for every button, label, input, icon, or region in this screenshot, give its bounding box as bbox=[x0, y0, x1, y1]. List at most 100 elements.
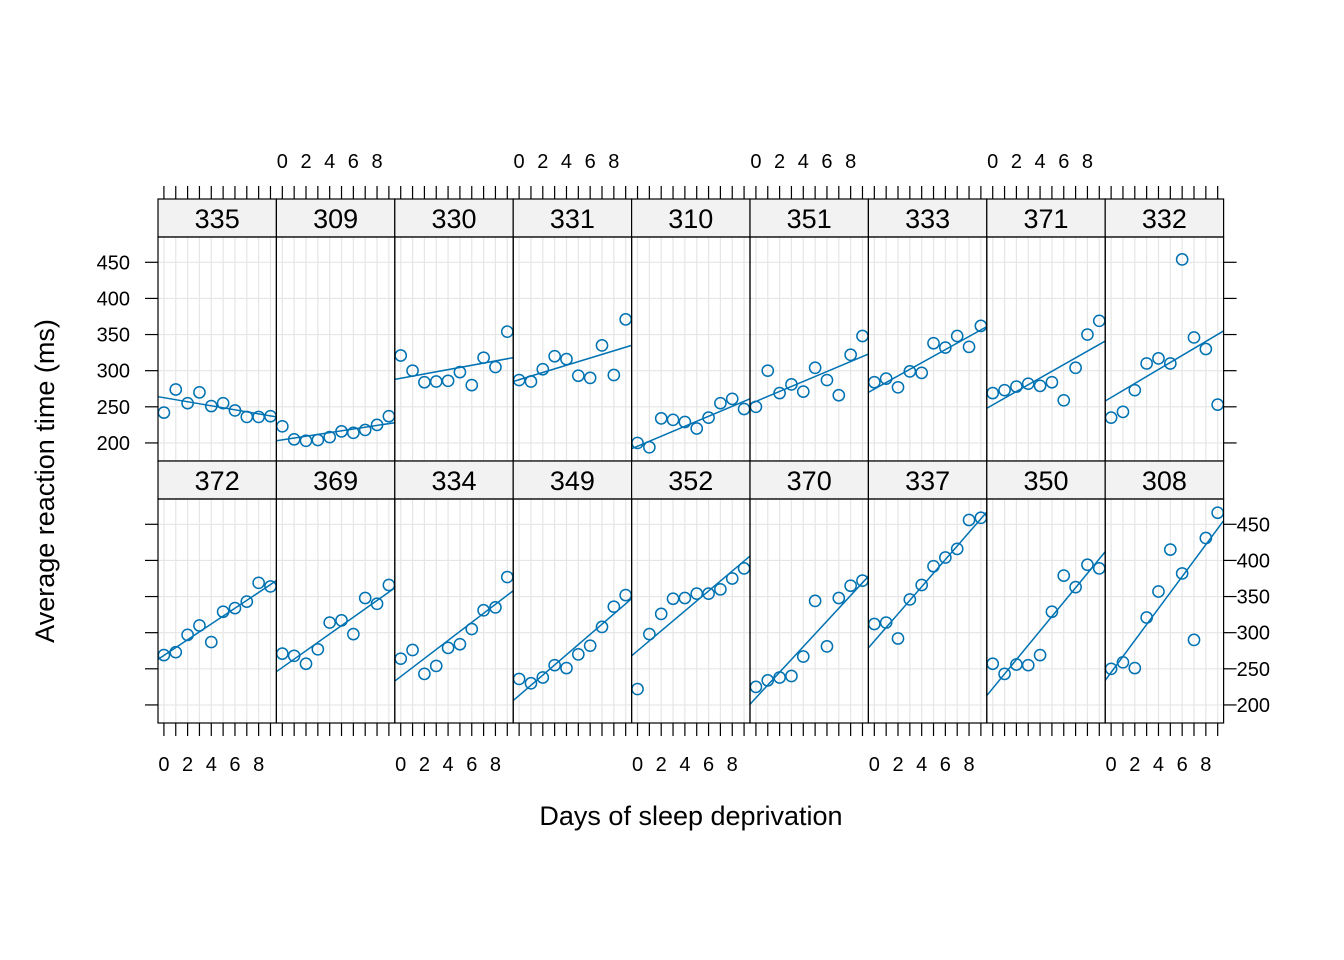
data-point-330-day-7 bbox=[477, 351, 490, 365]
x-tick-label-top: 4 bbox=[1035, 151, 1046, 173]
data-point-352-day-1 bbox=[643, 627, 656, 641]
data-point-372-day-7 bbox=[240, 595, 254, 608]
data-point-332-day-3 bbox=[1140, 357, 1153, 370]
data-point-372-day-4 bbox=[204, 635, 218, 649]
data-point-349-day-7 bbox=[595, 620, 609, 634]
strip-369 bbox=[275, 460, 396, 500]
data-point-369-day-8 bbox=[370, 597, 384, 611]
x-tick-label-top: 4 bbox=[324, 151, 335, 173]
strip-label-333: 333 bbox=[905, 204, 950, 234]
data-point-334-day-4 bbox=[441, 641, 455, 655]
data-point-334-day-2 bbox=[418, 667, 431, 681]
data-point-308-day-6 bbox=[1175, 567, 1189, 580]
data-point-309-day-7 bbox=[358, 423, 372, 437]
data-point-334-day-1 bbox=[406, 643, 419, 657]
x-tick-label-top: 8 bbox=[845, 151, 856, 173]
data-point-330-day-8 bbox=[489, 360, 502, 374]
strip-337 bbox=[867, 460, 988, 500]
data-point-310-day-4 bbox=[678, 415, 692, 429]
data-point-332-day-4 bbox=[1152, 352, 1165, 365]
data-point-331-day-8 bbox=[607, 368, 621, 382]
data-point-334-day-3 bbox=[429, 659, 443, 673]
data-point-349-day-1 bbox=[524, 676, 538, 690]
x-tick-label-bottom: 0 bbox=[1106, 754, 1117, 776]
x-tick-label-top: 4 bbox=[561, 151, 572, 173]
strip-label-337: 337 bbox=[905, 466, 950, 496]
strip-label-330: 330 bbox=[431, 204, 476, 234]
x-tick-label-bottom: 2 bbox=[419, 754, 430, 776]
strip-label-331: 331 bbox=[550, 204, 595, 234]
x-tick-label-top: 6 bbox=[585, 151, 596, 173]
data-point-308-day-2 bbox=[1128, 661, 1142, 675]
x-tick-label-top: 8 bbox=[1082, 151, 1093, 173]
strip-334 bbox=[394, 460, 514, 500]
data-point-331-day-3 bbox=[548, 349, 561, 363]
data-point-331-day-2 bbox=[536, 362, 550, 376]
x-tick-label-bottom: 8 bbox=[490, 754, 501, 776]
data-point-330-day-6 bbox=[465, 378, 479, 392]
data-point-308-day-5 bbox=[1163, 543, 1177, 556]
strip-370 bbox=[749, 460, 870, 500]
y-tick-label-right: 350 bbox=[1237, 587, 1270, 609]
data-point-350-day-3 bbox=[1021, 658, 1035, 672]
data-point-333-day-7 bbox=[950, 329, 964, 343]
data-point-310-day-5 bbox=[690, 422, 704, 435]
x-tick-label-bottom: 4 bbox=[1153, 754, 1164, 776]
fit-line-334 bbox=[394, 590, 514, 682]
y-tick-label-right: 200 bbox=[1237, 695, 1270, 717]
x-tick-label-top: 0 bbox=[514, 151, 525, 173]
data-point-350-day-5 bbox=[1045, 605, 1059, 619]
data-point-308-day-3 bbox=[1140, 611, 1153, 624]
data-point-331-day-4 bbox=[560, 352, 573, 366]
data-point-335-day-2 bbox=[181, 396, 194, 410]
strip-310 bbox=[630, 198, 751, 238]
y-tick-label-right: 400 bbox=[1237, 550, 1270, 572]
x-tick-label-bottom: 0 bbox=[158, 754, 169, 776]
y-tick-label-left: 250 bbox=[97, 397, 130, 419]
x-tick-label-top: 6 bbox=[1058, 151, 1069, 173]
x-tick-label-bottom: 2 bbox=[656, 754, 667, 776]
data-point-352-day-8 bbox=[725, 572, 739, 585]
fit-line-308 bbox=[1104, 520, 1225, 681]
strip-label-310: 310 bbox=[668, 204, 713, 234]
data-point-369-day-4 bbox=[323, 616, 337, 629]
x-tick-label-bottom: 8 bbox=[253, 754, 264, 776]
data-point-352-day-4 bbox=[678, 591, 692, 605]
data-point-308-day-4 bbox=[1152, 585, 1165, 598]
data-point-351-day-3 bbox=[785, 378, 798, 391]
data-point-330-day-4 bbox=[441, 374, 455, 388]
x-tick-label-bottom: 8 bbox=[727, 754, 738, 776]
data-point-369-day-1 bbox=[287, 649, 301, 663]
data-point-369-day-2 bbox=[299, 657, 313, 671]
data-point-370-day-8 bbox=[844, 579, 857, 593]
data-point-370-day-7 bbox=[832, 591, 846, 605]
strip-label-308: 308 bbox=[1142, 466, 1187, 496]
x-tick-label-top: 2 bbox=[774, 151, 785, 173]
strip-330 bbox=[394, 198, 514, 238]
data-point-350-day-6 bbox=[1057, 569, 1071, 582]
data-point-372-day-2 bbox=[181, 628, 194, 642]
data-point-334-day-6 bbox=[465, 622, 479, 636]
data-point-334-day-8 bbox=[489, 601, 502, 614]
data-point-335-day-3 bbox=[193, 386, 206, 399]
data-point-352-day-2 bbox=[654, 607, 668, 621]
y-axis-title: Average reaction time (ms) bbox=[30, 319, 60, 643]
strip-309 bbox=[275, 198, 396, 238]
data-point-349-day-5 bbox=[571, 648, 585, 661]
data-point-371-day-7 bbox=[1069, 361, 1082, 375]
fit-line-350 bbox=[986, 551, 1106, 697]
data-point-371-day-1 bbox=[998, 383, 1011, 397]
x-tick-label-top: 6 bbox=[821, 151, 832, 173]
data-point-369-day-7 bbox=[358, 591, 372, 605]
fit-line-332 bbox=[1104, 330, 1224, 402]
data-point-372-day-8 bbox=[252, 576, 265, 590]
x-tick-label-bottom: 2 bbox=[892, 754, 903, 776]
data-point-337-day-2 bbox=[891, 632, 905, 645]
strip-label-370: 370 bbox=[787, 466, 832, 496]
x-tick-label-bottom: 0 bbox=[869, 754, 880, 776]
y-tick-label-right: 450 bbox=[1237, 514, 1270, 536]
data-point-331-day-7 bbox=[595, 339, 609, 352]
data-point-330-day-5 bbox=[453, 365, 467, 379]
strip-372 bbox=[157, 460, 278, 500]
data-point-370-day-1 bbox=[761, 674, 775, 687]
